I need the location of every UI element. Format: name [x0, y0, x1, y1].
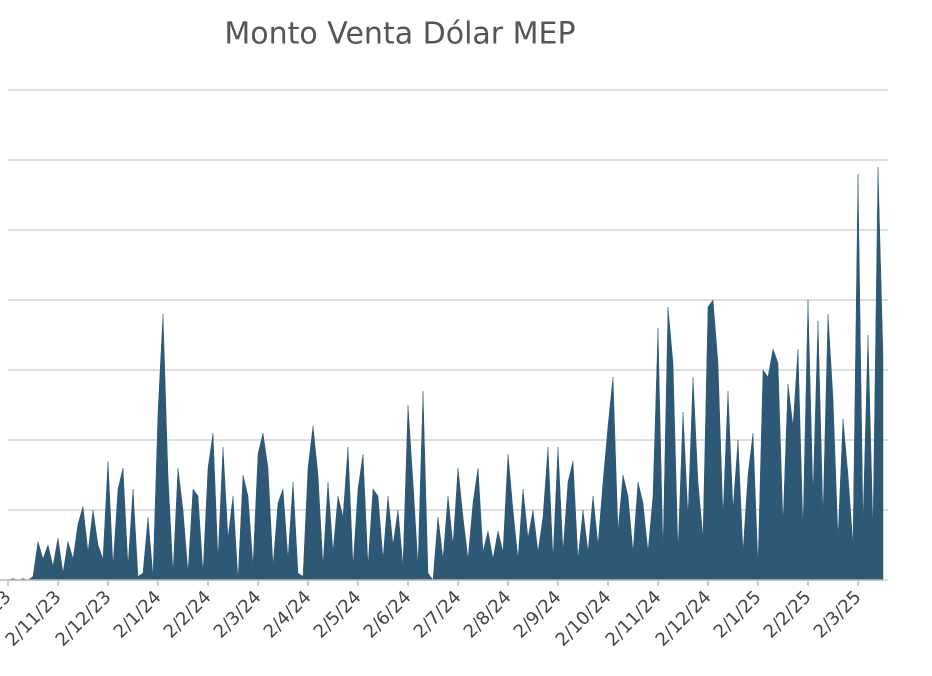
x-tick-label: 2/4/24 [260, 587, 316, 643]
x-tick-label: 2/2/25 [760, 587, 816, 643]
x-tick-label: 2/2/24 [160, 587, 216, 643]
x-tick-label: 2/12/24 [652, 587, 716, 651]
chart-title: Monto Venta Dólar MEP [224, 17, 575, 52]
x-tick-label: 2/3/24 [210, 587, 266, 643]
area [7, 166, 884, 581]
x-tick-label: 2/5/24 [310, 587, 366, 643]
x-tick-label: 2/3/25 [810, 587, 866, 643]
x-tick-label: 2/12/23 [52, 587, 116, 651]
x-tick-label: 2/1/25 [710, 587, 766, 643]
x-tick-label: 2/8/24 [460, 587, 516, 643]
x-tick-label: 2/7/24 [410, 587, 466, 643]
x-tick-label: 2/6/24 [360, 587, 416, 643]
x-tick-label: 2/1/24 [110, 587, 166, 643]
